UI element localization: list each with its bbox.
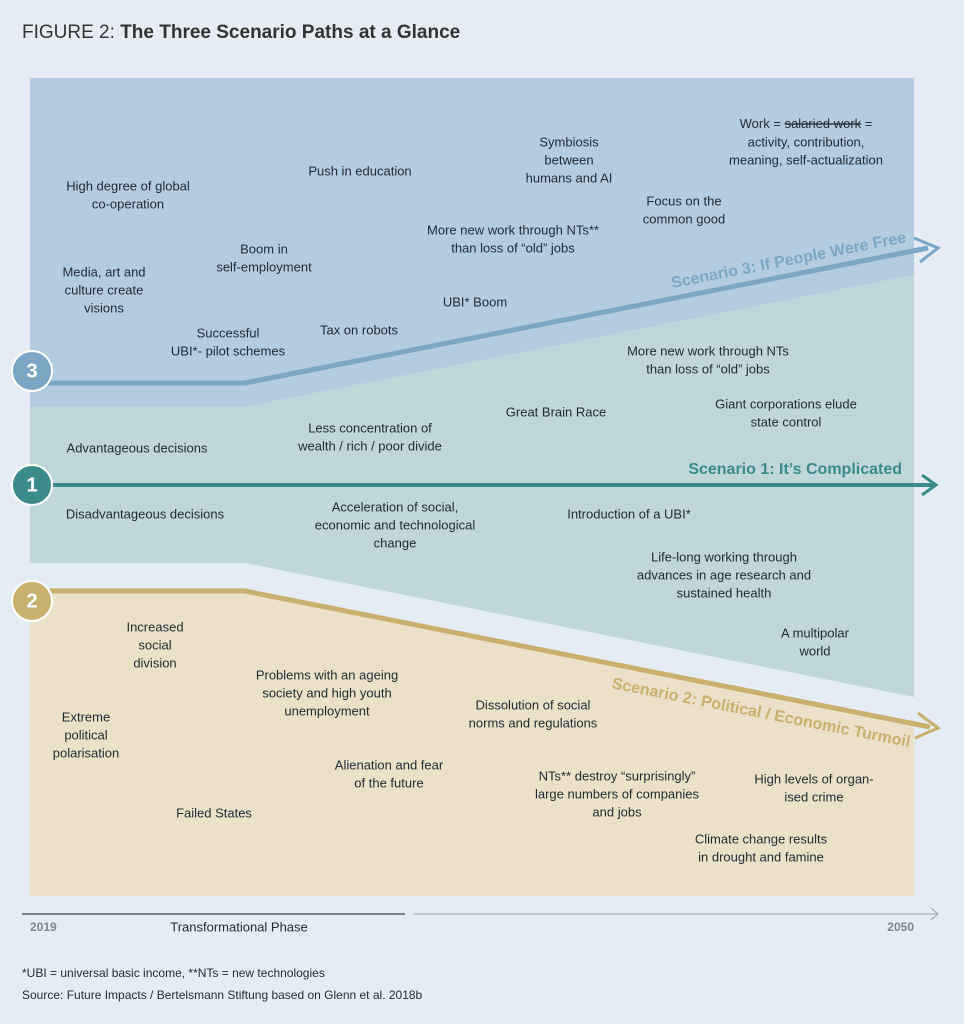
path-scenario-2 [32,588,931,730]
arrow-scenario-2 [914,711,941,740]
scenario-item: Failed States [176,805,252,820]
scenario-item: Increased [126,619,183,634]
scenario-item: polarisation [53,745,120,760]
work-line: activity, contribution, [748,134,865,149]
scenario-item: political [64,727,107,742]
scenario-item: Problems with an ageing [256,667,398,682]
scenario-item: Giant corporations elude [715,396,857,411]
scenario-item: Symbiosis [539,134,599,149]
arrow-scenario-3 [913,236,941,264]
scenario-item: NTs** destroy “surprisingly” [539,768,696,783]
scenario-item: sustained health [677,585,772,600]
scenario-item: Successful [197,325,260,340]
scenario-item: More new work through NTs [627,343,789,358]
work-prefix: Work = [740,116,781,131]
work-line: meaning, self-actualization [729,152,883,167]
scenario-item: in drought and famine [698,849,824,864]
scenario-item: Dissolution of social [476,697,591,712]
scenario-item: economic and technological [315,517,476,532]
scenario-item: wealth / rich / poor divide [297,438,442,453]
work-item: Work = salaried work = [740,116,873,131]
scenario-item: A multipolar [781,625,850,640]
scenario-number: 2 [26,590,37,612]
scenario-item: Acceleration of social, [332,499,458,514]
title-prefix: FIGURE 2: [22,22,115,43]
scenario-item: Push in education [308,163,411,178]
region-scenario-2 [30,591,914,896]
title-main: The Three Scenario Paths at a Glance [120,22,460,43]
scenario-item: Life-long working through [651,549,797,564]
footnote: *UBI = universal basic income, **NTs = n… [22,966,325,980]
scenario-item: visions [84,300,124,315]
scenario-item: division [133,655,176,670]
scenario-item: and jobs [592,804,642,819]
scenario-item: norms and regulations [469,715,598,730]
scenario-badge [11,580,53,622]
scenario-item: state control [751,414,822,429]
scenario-item: Introduction of a UBI* [567,506,691,521]
scenario-item: High levels of organ- [754,771,873,786]
scenario-item: Extreme [62,709,110,724]
title: FIGURE 2: The Three Scenario Paths at a … [22,22,460,43]
scenario-item: Great Brain Race [506,404,606,419]
region-scenario-3 [30,78,914,407]
scenario-item: Tax on robots [320,322,399,337]
scenario-item: advances in age research and [637,567,811,582]
scenario-item: Focus on the [646,193,721,208]
scenario-item: UBI*- pilot schemes [171,343,286,358]
scenario-item: co-operation [92,196,164,211]
scenario-item: between [544,152,593,167]
footnote: Source: Future Impacts / Bertelsmann Sti… [22,988,423,1002]
scenario-number: 1 [26,474,37,496]
scenario-item: Disadvantageous decisions [66,506,225,521]
scenario-badge [11,464,53,506]
timeline-phase: Transformational Phase [170,919,308,934]
scenario-item: High degree of global [66,178,190,193]
scenario-item: Advantageous decisions [67,440,208,455]
path-scenario-3 [32,245,929,386]
scenario-item: society and high youth [262,685,391,700]
timeline-end: 2050 [887,920,914,934]
scenario-item: Climate change results [695,831,828,846]
scenario-item: UBI* Boom [443,294,507,309]
timeline-arrow [930,907,939,921]
scenario-item: change [374,535,417,550]
scenario-item: than loss of “old” jobs [451,240,575,255]
scenario-item: ised crime [784,789,843,804]
arrow-scenario-1 [921,473,939,497]
scenario-label: Scenario 1: It’s Complicated [688,461,902,478]
scenario-item: world [798,643,830,658]
scenario-item: social [138,637,171,652]
scenario-item: Less concentration of [308,420,432,435]
scenario-item: Boom in [240,241,288,256]
work-struck: salaried work [785,116,862,131]
scenario-item: than loss of “old” jobs [646,361,770,376]
scenario-item: Alienation and fear [335,757,444,772]
scenario-number: 3 [26,360,37,382]
scenario-item: culture create [65,282,144,297]
scenario-badge [11,350,53,392]
scenario-item: humans and AI [526,170,613,185]
scenario-item: of the future [354,775,423,790]
scenario-item: Media, art and [62,264,145,279]
work-suffix: = [865,116,873,131]
timeline-start: 2019 [30,920,57,934]
scenario-item: unemployment [284,703,370,718]
scenario-item: self-employment [216,259,312,274]
scenario-item: large numbers of companies [535,786,700,801]
scenario-item: More new work through NTs** [427,222,599,237]
scenario-item: common good [643,211,725,226]
